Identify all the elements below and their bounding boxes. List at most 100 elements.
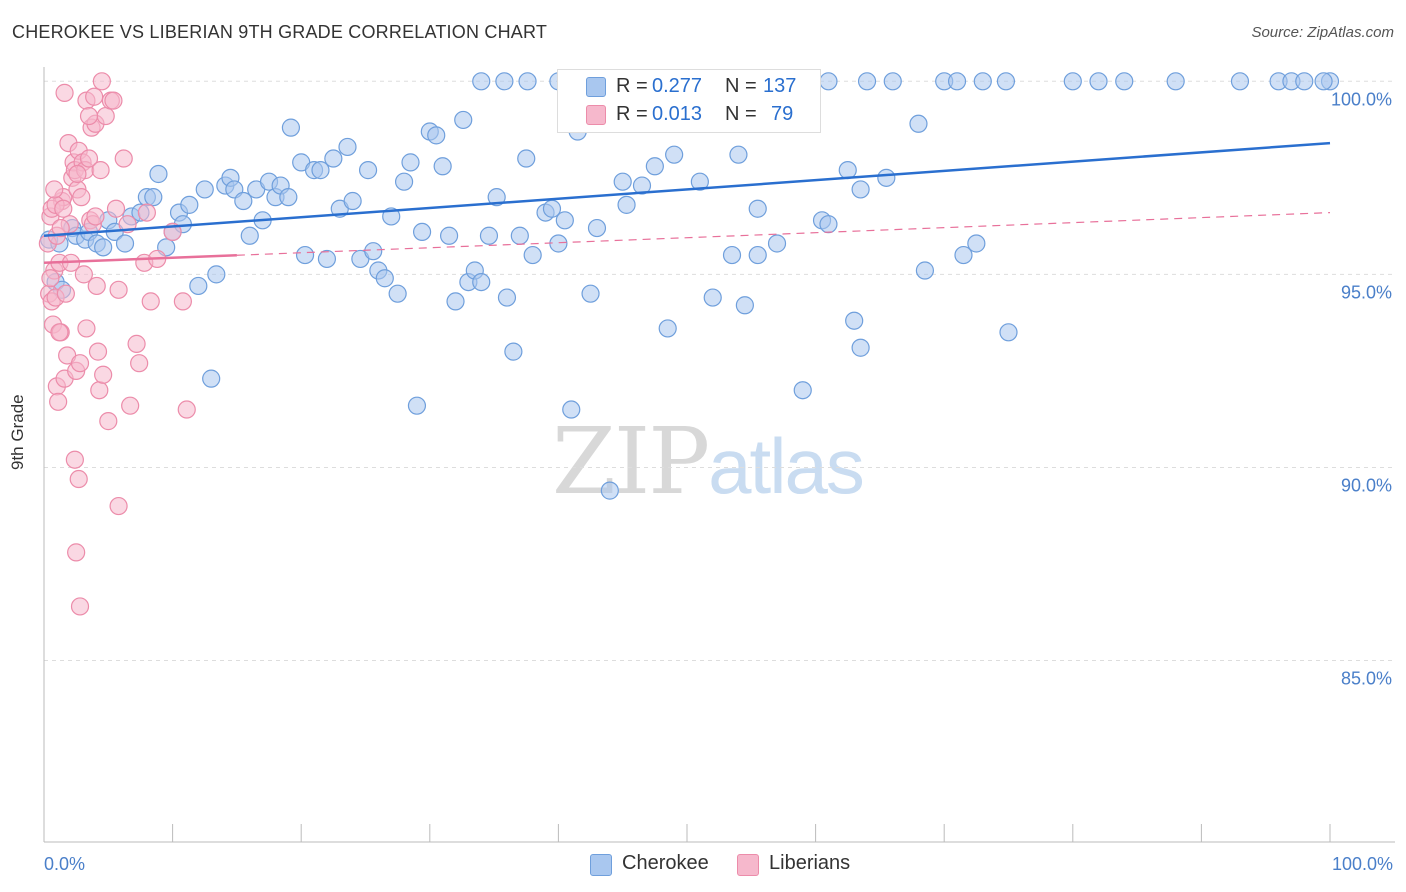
y-tick-label: 90.0% (1341, 475, 1392, 495)
cherokee-point (472, 272, 491, 292)
liberian-point (79, 149, 99, 168)
x-tick-label: 0.0% (44, 854, 85, 874)
cherokee-point (504, 342, 523, 361)
cherokee-point (722, 245, 742, 265)
cherokee-point (600, 481, 619, 500)
y-tick-label: 85.0% (1341, 669, 1392, 689)
cherokee-point (877, 168, 896, 187)
cherokee-point (324, 149, 343, 168)
cherokee-point (1115, 72, 1134, 91)
cherokee-swatch (586, 77, 606, 97)
cherokee-point (180, 195, 199, 214)
cherokee-point (735, 296, 754, 315)
legend-r-value: 0.277 (652, 75, 703, 97)
cherokee-point (94, 238, 113, 257)
liberian-point (70, 597, 90, 616)
liberian-point (86, 207, 105, 226)
cherokee-point (497, 288, 517, 307)
cherokee-point (375, 269, 394, 288)
cherokee-point (407, 396, 427, 415)
cherokee-point (1314, 72, 1333, 91)
cherokee-point (1230, 72, 1250, 91)
liberian-point (137, 203, 156, 222)
cherokee-point (115, 234, 135, 253)
cherokee-point (412, 222, 432, 242)
liberian-point (72, 188, 91, 207)
cherokee-point (767, 234, 787, 253)
cherokee-point (587, 218, 607, 238)
liberian-point (109, 280, 128, 299)
cherokee-point (433, 157, 452, 176)
cherokee-point (338, 137, 357, 157)
cherokee-point (562, 400, 581, 419)
cherokee-point (479, 226, 499, 245)
legend-n-value: 79 (771, 103, 794, 125)
cherokee-point (144, 188, 163, 207)
cherokee-point (358, 161, 378, 180)
cherokee-point (281, 118, 301, 137)
cherokee-point (1166, 72, 1185, 91)
watermark: ZIPatlas (552, 408, 865, 515)
cherokee-point (729, 145, 748, 164)
cherokee-point (845, 311, 864, 330)
liberian-point (106, 199, 126, 218)
liberian-point (68, 164, 87, 184)
liberian-point (141, 292, 160, 311)
cherokee-point (793, 381, 812, 400)
liberian-trend-line-dashed (236, 211, 1331, 256)
stats-legend: R = 0.277 N = 137 R = 0.013 N = 79 (557, 69, 821, 133)
cherokee-point (439, 226, 459, 245)
y-tick-label: 95.0% (1341, 282, 1392, 302)
cherokee-point (1295, 72, 1314, 91)
cherokee-point (495, 72, 514, 91)
watermark-atlas: atlas (708, 422, 865, 510)
cherokee-legend-swatch (590, 854, 612, 876)
liberian-point (55, 83, 74, 102)
liberian-point (173, 292, 192, 311)
cherokee-point (851, 338, 870, 357)
cherokee-point (665, 145, 684, 164)
liberian-point (109, 496, 128, 516)
liberian-point (92, 72, 111, 91)
watermark-zip: ZIP (552, 408, 710, 515)
cherokee-point (819, 215, 838, 234)
liberian-point (49, 392, 68, 411)
cherokee-point (364, 242, 383, 261)
liberian-point (79, 106, 99, 126)
cherokee-point (838, 161, 857, 180)
cherokee-point (517, 149, 536, 168)
cherokee-point (967, 234, 986, 253)
liberian-point (70, 354, 90, 373)
liberian-point (96, 106, 115, 126)
cherokee-point (311, 161, 330, 180)
x-tick-label: 100.0% (1332, 854, 1393, 874)
legend-label-liberians: Liberians (769, 852, 851, 874)
liberian-point (67, 543, 86, 562)
liberian-point (104, 91, 123, 110)
liberian-point (51, 218, 70, 238)
legend-r-label: R = (616, 75, 648, 97)
cherokee-point (555, 211, 574, 230)
cherokee-point (234, 191, 253, 211)
cherokee-point (446, 292, 465, 311)
cherokee-trend-line (43, 141, 1331, 238)
liberian-point (77, 319, 96, 338)
liberian-point (85, 87, 104, 106)
cherokee-point (857, 72, 877, 91)
cherokee-point (1089, 72, 1108, 91)
liberian-point (130, 354, 149, 373)
cherokee-point (581, 284, 600, 303)
chart-title: CHEROKEE VS LIBERIAN 9TH GRADE CORRELATI… (12, 22, 548, 42)
cherokee-point (632, 176, 652, 195)
liberian-point (45, 180, 64, 199)
cherokee-point (883, 72, 902, 91)
legend-r-value: 0.013 (652, 103, 703, 125)
cherokee-point (973, 72, 992, 91)
cherokee-point (189, 276, 208, 296)
cherokee-point (195, 180, 214, 199)
liberian-point (50, 323, 69, 342)
cherokee-point (915, 261, 935, 280)
cherokee-point (317, 249, 337, 269)
y-axis-label: 9th Grade (8, 394, 27, 470)
